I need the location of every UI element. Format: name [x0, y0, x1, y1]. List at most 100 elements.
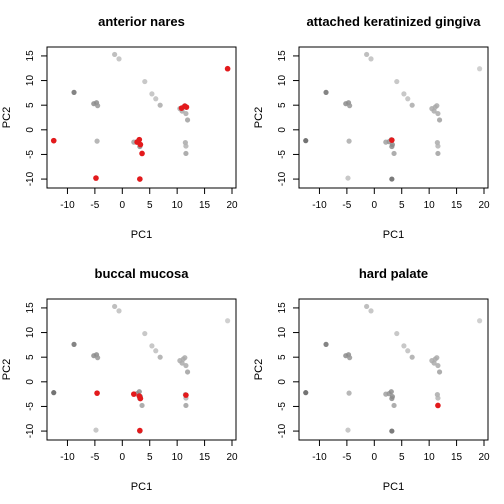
y-tick-label: 10 — [277, 327, 288, 339]
x-tick-label: 0 — [372, 200, 378, 211]
panel-title: buccal mucosa — [95, 266, 190, 281]
background-point — [183, 150, 189, 157]
background-point — [303, 390, 309, 396]
x-tick-label: 10 — [424, 200, 436, 211]
y-tick-label: -5 — [277, 150, 288, 159]
background-point — [389, 428, 395, 434]
x-tick-label: 20 — [478, 452, 490, 463]
background-point — [116, 56, 122, 62]
x-tick-label: 15 — [451, 452, 463, 463]
highlighted-point — [183, 392, 189, 398]
x-tick-label: 20 — [478, 200, 490, 211]
x-tick-label: 0 — [120, 452, 126, 463]
background-point — [183, 402, 189, 409]
x-axis-label: PC1 — [131, 229, 152, 241]
x-tick-label: 15 — [199, 452, 211, 463]
background-point — [435, 362, 441, 369]
background-point — [434, 355, 440, 361]
x-tick-label: -10 — [60, 452, 75, 463]
background-point — [136, 389, 142, 395]
background-point — [388, 389, 394, 395]
background-point — [51, 390, 57, 396]
background-point — [435, 395, 441, 401]
background-point — [157, 354, 163, 360]
y-tick-label: 0 — [25, 379, 36, 385]
y-tick-label: 15 — [25, 50, 36, 62]
background-point — [435, 150, 441, 157]
y-axis-label: PC2 — [253, 107, 265, 128]
x-tick-label: 5 — [399, 200, 405, 211]
x-tick-label: -5 — [342, 200, 351, 211]
background-point — [389, 176, 395, 182]
background-point — [94, 138, 100, 144]
background-point — [431, 360, 437, 366]
x-tick-label: -10 — [60, 200, 75, 211]
background-point — [436, 369, 443, 375]
background-point — [157, 102, 163, 108]
highlighted-point — [50, 137, 57, 144]
background-point — [346, 390, 352, 396]
y-tick-label: -10 — [277, 423, 288, 438]
y-tick-label: 0 — [25, 127, 36, 133]
background-point — [436, 117, 443, 123]
y-tick-label: -10 — [25, 171, 36, 186]
background-point — [183, 110, 189, 117]
background-point — [153, 96, 159, 102]
y-tick-label: -10 — [277, 171, 288, 186]
x-tick-label: 10 — [424, 452, 436, 463]
x-axis-label: PC1 — [383, 481, 404, 493]
background-point — [401, 343, 407, 349]
background-point — [405, 348, 411, 354]
background-point — [323, 341, 329, 347]
panel-anterior-nares: anterior nares PC1 PC2 -10 -5 0 5 10 15 20 -10 -… — [1, 14, 238, 241]
background-point — [179, 360, 185, 366]
x-tick-label: 5 — [147, 452, 153, 463]
y-tick-label: -5 — [277, 402, 288, 411]
background-point — [346, 138, 352, 144]
panel-title: hard palate — [359, 266, 428, 281]
y-tick-label: 0 — [277, 379, 288, 385]
y-tick-label: 5 — [277, 354, 288, 360]
background-point — [93, 427, 99, 433]
background-point — [116, 308, 122, 314]
x-tick-label: 20 — [226, 452, 238, 463]
background-point — [112, 303, 118, 310]
background-point — [394, 330, 400, 337]
y-tick-label: 15 — [25, 302, 36, 314]
background-point — [347, 355, 353, 361]
background-point — [345, 427, 351, 433]
background-point — [303, 138, 309, 144]
highlighted-point — [93, 175, 99, 181]
panel-hard-palate: hard palate PC1 PC2 -10 -5 0 5 10 15 20 -10 -5 0 5… — [253, 266, 490, 493]
background-point — [71, 89, 77, 95]
x-tick-label: 0 — [372, 452, 378, 463]
background-point — [477, 318, 483, 324]
x-tick-label: -10 — [312, 452, 327, 463]
background-point — [149, 91, 155, 97]
highlighted-point — [94, 390, 100, 396]
background-point — [183, 143, 189, 149]
background-point — [364, 51, 370, 58]
background-point — [323, 89, 329, 95]
background-point — [435, 143, 441, 149]
background-point — [477, 66, 483, 72]
x-tick-label: 20 — [226, 200, 238, 211]
y-tick-label: -5 — [25, 402, 36, 411]
background-point — [142, 78, 148, 85]
background-point — [431, 108, 437, 114]
y-tick-label: 5 — [277, 102, 288, 108]
background-point — [391, 402, 397, 409]
background-point — [401, 91, 407, 97]
y-axis-label: PC2 — [1, 107, 13, 128]
background-point — [435, 110, 441, 117]
background-point — [71, 341, 77, 347]
background-point — [409, 102, 415, 108]
background-point — [149, 343, 155, 349]
background-point — [368, 56, 374, 62]
background-point — [394, 78, 400, 85]
highlighted-point — [139, 150, 145, 157]
background-point — [153, 348, 159, 354]
x-tick-label: -10 — [312, 200, 327, 211]
background-point — [345, 175, 351, 181]
